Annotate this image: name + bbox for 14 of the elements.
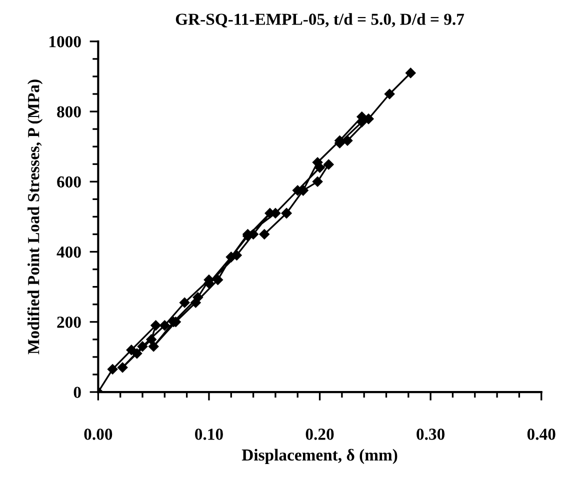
- y-axis-title: Modified Point Load Stresses, P (MPa): [27, 80, 43, 354]
- x-tick-label: 0.30: [416, 428, 445, 440]
- y-tick-label: 1000: [50, 36, 81, 48]
- y-tick-label: 200: [57, 316, 81, 328]
- y-tick-label: 0: [74, 386, 81, 398]
- y-tick-label: 800: [57, 106, 81, 118]
- x-tick-label: 0.10: [195, 428, 223, 440]
- x-tick-label: 0.00: [84, 428, 112, 440]
- chart-title: GR-SQ-11-EMPL-05, t/d = 5.0, D/d = 9.7: [176, 13, 464, 28]
- x-tick-label: 0.20: [306, 428, 334, 440]
- y-tick-label: 600: [57, 176, 81, 188]
- y-tick-label: 400: [56, 246, 81, 258]
- x-tick-label: 0.40: [527, 428, 556, 440]
- x-axis-title: Displacement, δ (mm): [242, 448, 398, 464]
